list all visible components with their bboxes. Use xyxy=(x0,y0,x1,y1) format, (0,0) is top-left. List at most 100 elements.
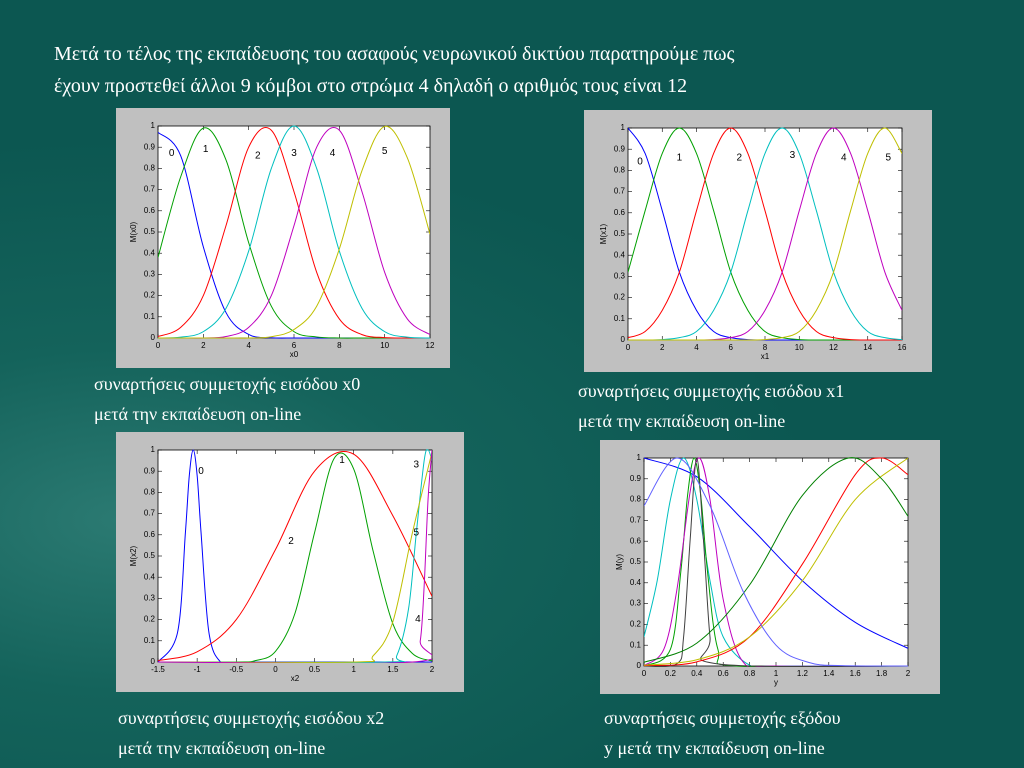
x-axis-label: x0 xyxy=(290,350,299,359)
curve-label: 1 xyxy=(677,152,683,163)
y-tick-label: 0.3 xyxy=(144,594,156,603)
y-tick-label: 0.7 xyxy=(144,185,156,194)
caption-line: συναρτήσεις συμμετοχής εισόδου x2 xyxy=(118,708,384,728)
y-axis-label: M(x0) xyxy=(129,221,138,242)
x-tick-label: 1.6 xyxy=(850,669,862,678)
y-tick-label: 0 xyxy=(151,333,156,342)
x-tick-label: 8 xyxy=(763,343,768,352)
y-tick-label: 1 xyxy=(151,445,156,454)
curve-label: 4 xyxy=(841,152,847,163)
x-tick-label: -1 xyxy=(194,665,202,674)
y-tick-label: 1 xyxy=(637,453,642,462)
caption-line: μετά την εκπαίδευση on-line xyxy=(118,738,325,758)
plot-area xyxy=(627,127,903,341)
curve-label: 5 xyxy=(382,146,388,157)
y-axis-label: M(x1) xyxy=(599,223,608,244)
y-tick-label: 0.8 xyxy=(144,488,156,497)
curve-label: 5 xyxy=(414,527,420,538)
x-tick-label: 12 xyxy=(829,343,838,352)
x-tick-label: 0 xyxy=(273,665,278,674)
x-tick-label: 1.2 xyxy=(797,669,809,678)
x-tick-label: 2 xyxy=(430,665,435,674)
membership-curve xyxy=(628,127,902,341)
y-tick-label: 0.4 xyxy=(144,248,156,257)
membership-curve xyxy=(158,127,430,339)
y-tick-label: 0.6 xyxy=(144,206,156,215)
x-tick-label: 0.2 xyxy=(665,669,677,678)
x-tick-label: 1 xyxy=(774,669,779,678)
membership-curve xyxy=(644,457,908,667)
y-tick-label: 0.8 xyxy=(614,166,626,175)
x-tick-label: 2 xyxy=(201,341,206,350)
x-tick-label: 1 xyxy=(351,665,356,674)
y-tick-label: 0.8 xyxy=(630,495,642,504)
caption-line: y μετά την εκπαίδευση on-line xyxy=(604,738,825,758)
y-tick-label: 0.2 xyxy=(630,620,642,629)
y-tick-label: 0.9 xyxy=(144,142,156,151)
y-axis-label: M(x2) xyxy=(129,545,138,566)
curve-label: 3 xyxy=(790,150,796,161)
membership-curve xyxy=(628,127,902,341)
x-tick-label: 10 xyxy=(380,341,389,350)
x-tick-label: 2 xyxy=(660,343,665,352)
curve-label: 0 xyxy=(169,148,175,159)
y-tick-label: 0 xyxy=(621,335,626,344)
y-tick-label: 0.6 xyxy=(630,536,642,545)
x-tick-label: 8 xyxy=(337,341,342,350)
y-tick-label: 0.4 xyxy=(630,578,642,587)
y-tick-label: 0 xyxy=(151,657,156,666)
y-tick-label: 0.1 xyxy=(144,636,156,645)
x-axis-label: x2 xyxy=(291,674,300,683)
membership-curve xyxy=(158,452,432,663)
curve-label: 0 xyxy=(198,466,204,477)
y-tick-label: 0.4 xyxy=(614,250,626,259)
caption-line: συναρτήσεις συμμετοχής εξόδου xyxy=(604,708,841,728)
y-tick-label: 0.5 xyxy=(630,557,642,566)
x-tick-label: 1.4 xyxy=(823,669,835,678)
membership-curve xyxy=(158,125,430,339)
y-tick-label: 0.6 xyxy=(614,208,626,217)
x-tick-label: 12 xyxy=(426,341,435,350)
y-tick-label: 0.9 xyxy=(144,466,156,475)
curve-label: 3 xyxy=(291,148,297,159)
y-tick-label: 0.6 xyxy=(144,530,156,539)
x-tick-label: 6 xyxy=(729,343,734,352)
y-tick-label: 0.2 xyxy=(144,615,156,624)
y-tick-label: 0.1 xyxy=(630,640,642,649)
title-line: Μετά το τέλος της εκπαίδευσης του ασαφού… xyxy=(54,43,735,65)
plot-area xyxy=(157,125,431,339)
membership-curve xyxy=(158,125,430,339)
caption-line: συναρτήσεις συμμετοχής εισόδου x1 xyxy=(578,381,844,401)
y-tick-label: 0 xyxy=(637,661,642,670)
curve-label: 2 xyxy=(737,152,743,163)
x-tick-label: 0.8 xyxy=(744,669,756,678)
y-tick-label: 1 xyxy=(151,121,156,130)
x-axis-label: y xyxy=(774,678,778,687)
curve-label: 1 xyxy=(339,455,345,466)
membership-curve xyxy=(158,451,432,662)
chart: 00.10.20.30.40.50.60.70.80.910 2 4 6 8 10 12x0… xyxy=(94,108,450,424)
x-tick-label: 0.6 xyxy=(718,669,730,678)
x-tick-label: 0 xyxy=(642,669,647,678)
membership-curve xyxy=(644,457,908,666)
curve-label: 5 xyxy=(886,152,892,163)
x-tick-label: 0 xyxy=(156,341,161,350)
y-tick-label: 0.3 xyxy=(144,270,156,279)
y-tick-label: 0.3 xyxy=(630,599,642,608)
y-tick-label: 0.4 xyxy=(144,572,156,581)
y-tick-label: 0.9 xyxy=(614,144,626,153)
chart: 0 0.1 0.2 0.3 0.4 0.5 0.6 0.7 0.8 0.9 1 0 0.2 0.4 0.6 0… xyxy=(600,440,940,758)
x-tick-label: 0 xyxy=(626,343,631,352)
x-tick-label: 14 xyxy=(863,343,872,352)
membership-curve xyxy=(158,452,432,663)
y-tick-label: 1 xyxy=(621,123,626,132)
y-tick-label: 0.5 xyxy=(614,229,626,238)
x-tick-label: 1.8 xyxy=(876,669,888,678)
membership-curve xyxy=(644,457,908,649)
caption-line: μετά την εκπαίδευση on-line xyxy=(578,411,785,431)
membership-curve xyxy=(644,457,908,667)
x-tick-label: 1.5 xyxy=(387,665,399,674)
x-axis-label: x1 xyxy=(761,352,770,361)
x-tick-label: -0.5 xyxy=(229,665,243,674)
